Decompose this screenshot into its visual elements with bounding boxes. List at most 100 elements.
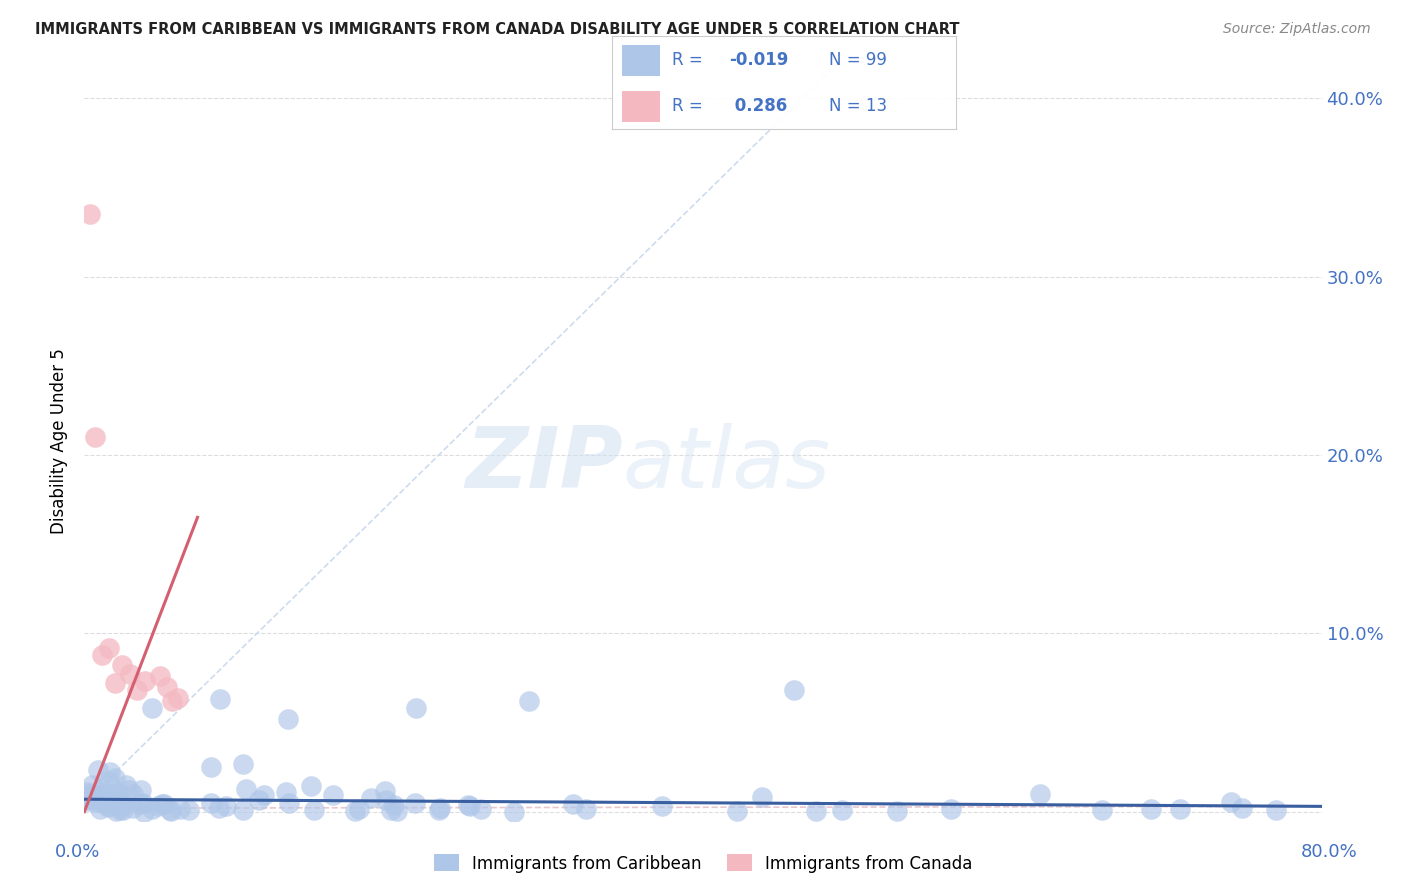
- Point: [322, 788, 344, 802]
- Point: [941, 801, 963, 815]
- Point: [121, 787, 143, 801]
- Point: [86, 795, 108, 809]
- Point: [98, 787, 121, 801]
- Point: [80, 779, 103, 793]
- Point: [132, 796, 155, 810]
- Point: [128, 797, 150, 811]
- Point: [200, 760, 222, 774]
- Point: [105, 804, 128, 818]
- Point: [141, 802, 163, 816]
- Point: [1219, 795, 1241, 809]
- Point: [299, 779, 322, 793]
- Point: [159, 803, 181, 817]
- Point: [1170, 801, 1192, 815]
- Point: [382, 798, 405, 813]
- Point: [1232, 801, 1254, 815]
- Point: [470, 802, 492, 816]
- Point: [105, 789, 128, 803]
- Point: [804, 805, 827, 819]
- Point: [725, 804, 748, 818]
- Point: [100, 765, 122, 780]
- Point: [84, 430, 107, 444]
- Point: [97, 798, 120, 813]
- Text: 0.286: 0.286: [728, 97, 787, 115]
- Point: [427, 803, 450, 817]
- Point: [1029, 788, 1052, 802]
- Point: [110, 797, 132, 811]
- Point: [1091, 803, 1114, 817]
- Point: [87, 764, 110, 778]
- Point: [91, 788, 114, 802]
- Text: R =: R =: [672, 52, 703, 70]
- Point: [751, 790, 773, 805]
- FancyBboxPatch shape: [621, 45, 659, 76]
- Point: [91, 648, 114, 662]
- Point: [79, 207, 101, 221]
- Point: [519, 694, 541, 708]
- Point: [375, 793, 398, 807]
- Point: [380, 803, 402, 817]
- Point: [150, 797, 173, 811]
- Text: Source: ZipAtlas.com: Source: ZipAtlas.com: [1223, 22, 1371, 37]
- Point: [97, 799, 120, 814]
- Point: [562, 797, 585, 811]
- Point: [404, 796, 426, 810]
- Text: ZIP: ZIP: [465, 423, 623, 506]
- Point: [247, 793, 270, 807]
- Text: R =: R =: [672, 97, 703, 115]
- Point: [253, 789, 276, 803]
- FancyBboxPatch shape: [621, 91, 659, 122]
- Point: [209, 692, 232, 706]
- Point: [457, 797, 479, 812]
- Point: [153, 797, 176, 811]
- Legend: Immigrants from Caribbean, Immigrants from Canada: Immigrants from Caribbean, Immigrants fr…: [427, 847, 979, 880]
- Point: [232, 803, 254, 817]
- Point: [104, 771, 127, 785]
- Point: [114, 797, 136, 811]
- Point: [886, 804, 908, 818]
- Text: -0.019: -0.019: [728, 52, 789, 70]
- Point: [169, 802, 191, 816]
- Text: 80.0%: 80.0%: [1301, 843, 1357, 861]
- Point: [831, 804, 853, 818]
- Point: [94, 787, 117, 801]
- Text: N = 99: N = 99: [828, 52, 887, 70]
- Text: IMMIGRANTS FROM CARIBBEAN VS IMMIGRANTS FROM CANADA DISABILITY AGE UNDER 5 CORRE: IMMIGRANTS FROM CARIBBEAN VS IMMIGRANTS …: [35, 22, 960, 37]
- Point: [1140, 802, 1163, 816]
- Point: [97, 773, 120, 788]
- Point: [167, 690, 190, 705]
- Point: [149, 669, 172, 683]
- Point: [782, 683, 804, 698]
- Point: [75, 792, 97, 806]
- Point: [77, 794, 100, 808]
- Point: [208, 801, 231, 815]
- Point: [156, 680, 179, 694]
- Point: [343, 805, 366, 819]
- Point: [429, 801, 451, 815]
- Point: [347, 802, 370, 816]
- Point: [215, 799, 238, 814]
- Point: [127, 683, 149, 698]
- Text: atlas: atlas: [623, 423, 831, 506]
- Point: [177, 803, 200, 817]
- Point: [385, 805, 408, 819]
- Point: [405, 701, 427, 715]
- Point: [1265, 803, 1288, 817]
- Point: [134, 674, 156, 689]
- Text: 0.0%: 0.0%: [55, 843, 100, 861]
- Point: [200, 796, 222, 810]
- Point: [141, 701, 163, 715]
- Point: [108, 803, 131, 817]
- Point: [96, 796, 118, 810]
- Point: [107, 799, 129, 814]
- Point: [277, 796, 299, 810]
- Point: [146, 799, 169, 814]
- Point: [110, 797, 132, 811]
- Point: [503, 805, 526, 819]
- Point: [90, 782, 112, 797]
- Point: [89, 802, 111, 816]
- Point: [107, 785, 129, 799]
- Text: N = 13: N = 13: [828, 97, 887, 115]
- Point: [235, 782, 257, 797]
- Point: [105, 794, 128, 808]
